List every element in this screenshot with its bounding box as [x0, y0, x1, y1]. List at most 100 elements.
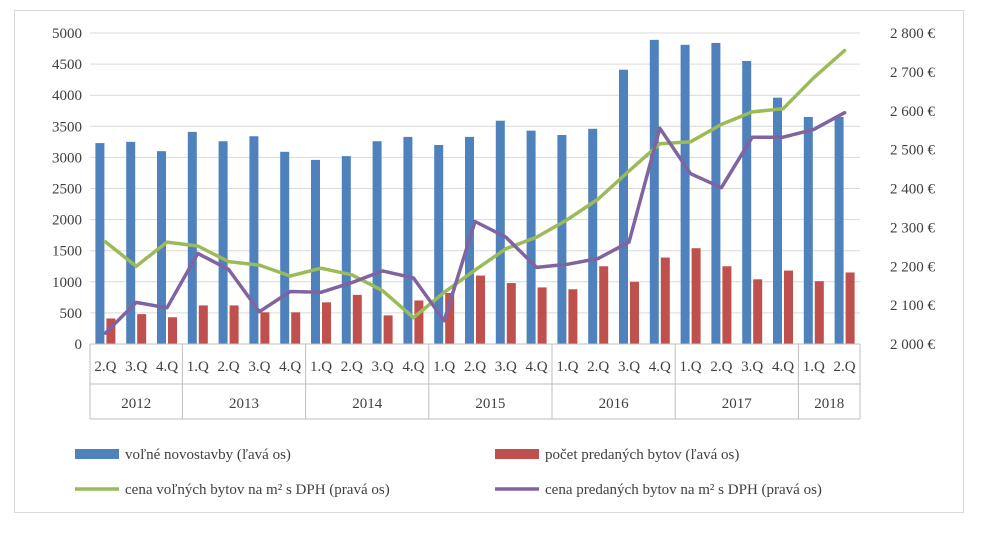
lines [103, 48, 847, 335]
category-label: 2.Q [710, 359, 732, 375]
y-tick-label: 1000 [52, 275, 82, 291]
category-label: 2.Q [464, 359, 486, 375]
bar [814, 281, 824, 344]
series-line [103, 48, 847, 320]
legend-swatch [75, 449, 119, 459]
bar [834, 116, 844, 344]
category-label: 3.Q [372, 359, 394, 375]
bar [352, 294, 362, 344]
gridlines [90, 32, 860, 345]
bar [588, 128, 598, 344]
y2-tick-label: 2 100 € [890, 298, 936, 314]
bar [229, 305, 239, 344]
legend-swatch [495, 449, 539, 459]
y2-tick-label: 2 700 € [890, 65, 936, 81]
category-label: 4.Q [772, 359, 794, 375]
bar [649, 39, 659, 344]
chart-frame: 0 500 1000 1500 2000 2500 3000 3500 4000 4500 5000… [14, 10, 964, 513]
category-label: 1.Q [556, 359, 578, 375]
category-label: 2.Q [94, 359, 116, 375]
category-label: 1.Q [187, 359, 209, 375]
bar [311, 159, 320, 344]
bar [476, 275, 485, 344]
bar [568, 289, 578, 344]
y-tick-label: 4000 [52, 88, 82, 104]
bar [537, 287, 547, 344]
bar [680, 44, 690, 345]
bar [803, 116, 813, 344]
category-label: 4.Q [526, 359, 548, 375]
category-label: 2.Q [834, 359, 856, 375]
bar [434, 144, 444, 344]
y2-tick-label: 2 000 € [890, 337, 936, 353]
category-labels: 2.Q 3.Q 4.Q 1.Q 2.Q 3.Q 4.Q 1.Q 2.Q 3.Q 4.Q 1.Q 2.Q 3… [94, 359, 855, 375]
year-label: 2017 [722, 396, 753, 412]
bar [187, 131, 197, 344]
y2-tick-label: 2 600 € [890, 104, 936, 120]
series-line [103, 110, 847, 335]
legend-label: cena predaných bytov na m² s DPH (pravá … [545, 482, 822, 498]
category-label: 4.Q [279, 359, 301, 375]
year-labels: 2012 2013 2014 2015 2016 2017 2018 [121, 396, 844, 412]
bar [599, 266, 609, 344]
bar [691, 248, 701, 344]
bar [753, 279, 763, 344]
bar [322, 302, 331, 344]
y2-tick-label: 2 500 € [890, 143, 936, 159]
category-label: 4.Q [156, 359, 178, 375]
bar [218, 141, 228, 344]
category-label: 3.Q [618, 359, 640, 375]
bar [260, 312, 270, 344]
y-tick-label: 3000 [52, 150, 82, 166]
bar [198, 305, 208, 344]
y-tick-label: 3500 [52, 119, 82, 135]
y-tick-label: 2500 [52, 182, 82, 198]
bar [126, 141, 136, 344]
category-label: 2.Q [341, 359, 363, 375]
category-label: 2.Q [218, 359, 240, 375]
y-tick-label: 0 [75, 337, 83, 353]
bar [403, 136, 413, 344]
bar [506, 283, 516, 344]
y-tick-label: 500 [60, 306, 83, 322]
bar [137, 314, 147, 344]
bar [495, 120, 505, 345]
category-label: 4.Q [649, 359, 671, 375]
category-label: 3.Q [741, 359, 763, 375]
year-label: 2015 [475, 396, 505, 412]
bar [383, 315, 393, 344]
category-label: 2.Q [587, 359, 609, 375]
bar [660, 257, 670, 344]
year-label: 2016 [599, 396, 630, 412]
bar [372, 141, 382, 344]
y-tick-label: 1500 [52, 244, 82, 260]
bar [619, 69, 628, 344]
category-label: 1.Q [433, 359, 455, 375]
bars [95, 39, 855, 345]
category-label: 1.Q [803, 359, 825, 375]
bar [630, 281, 639, 344]
legend-label: počet predaných bytov (ľavá os) [545, 447, 739, 463]
bar [168, 317, 177, 344]
chart: 0 500 1000 1500 2000 2500 3000 3500 4000 4500 5000… [52, 26, 936, 498]
year-label: 2013 [229, 396, 259, 412]
bar [341, 156, 351, 344]
bar [95, 143, 105, 344]
bar [249, 136, 259, 344]
legend: voľné novostavby (ľavá os) počet predanýc… [75, 447, 822, 498]
y2-axis-labels: 2 000 € 2 100 € 2 200 € 2 300 € 2 400 € 2 500… [890, 26, 936, 353]
bar [784, 270, 793, 344]
y-axis-labels: 0 500 1000 1500 2000 2500 3000 3500 4000 4500 5000 [52, 26, 82, 353]
y-tick-label: 4500 [52, 57, 82, 73]
bar [280, 151, 290, 344]
bar [291, 312, 301, 344]
category-label: 1.Q [680, 359, 702, 375]
bar [742, 60, 752, 345]
category-label: 3.Q [125, 359, 147, 375]
y2-tick-label: 2 800 € [890, 26, 936, 42]
legend-label: voľné novostavby (ľavá os) [125, 447, 291, 463]
bar [445, 292, 455, 344]
y2-tick-label: 2 400 € [890, 182, 936, 198]
y2-tick-label: 2 200 € [890, 259, 936, 275]
bar [722, 266, 732, 344]
